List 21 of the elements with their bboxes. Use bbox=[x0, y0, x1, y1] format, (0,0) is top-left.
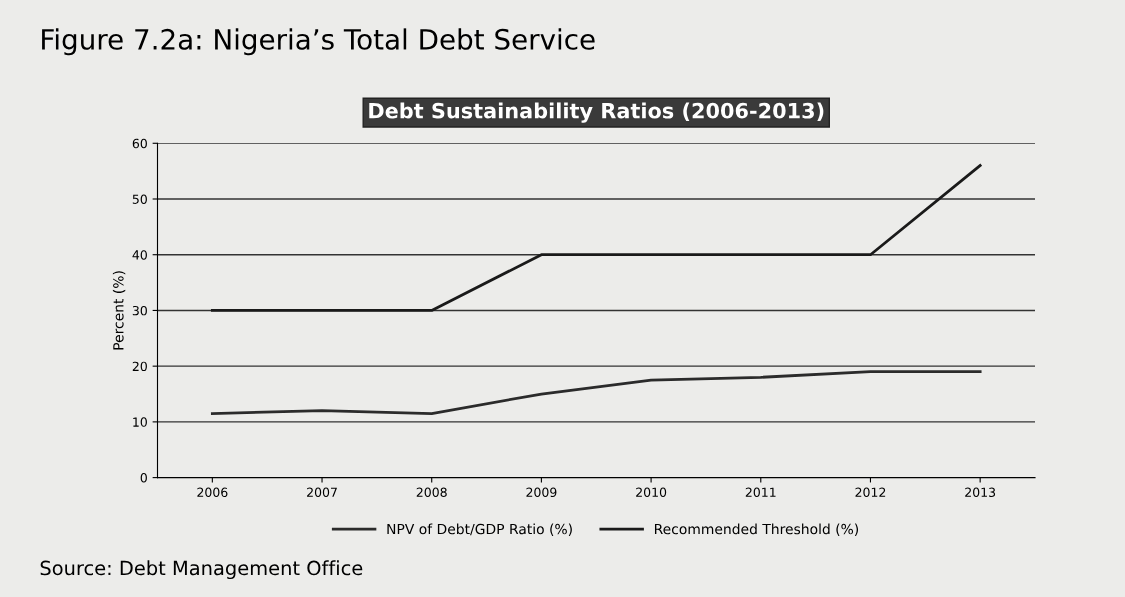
x-tick-label: 2010 bbox=[636, 487, 667, 497]
x-tick-label: 2009 bbox=[526, 487, 557, 497]
x-tick-label: 2013 bbox=[965, 487, 996, 497]
legend-label: NPV of Debt/GDP Ratio (%) bbox=[387, 523, 572, 536]
x-tick-label: 2011 bbox=[745, 487, 776, 497]
chart-title: Figure 7.2a: Nigeria’s Total Debt Service bbox=[42, 28, 595, 56]
legend-label: Recommended Threshold (%) bbox=[654, 523, 859, 536]
y-tick-label: 50 bbox=[132, 194, 147, 204]
y-tick-label: 30 bbox=[132, 305, 147, 316]
y-tick-label: 10 bbox=[133, 417, 147, 427]
x-tick-label: 2012 bbox=[855, 487, 886, 497]
x-tick-label: 2007 bbox=[307, 487, 337, 497]
y-tick-label: 60 bbox=[132, 138, 147, 149]
chart-subtitle: Debt Sustainability Ratios (2006-2013) bbox=[369, 102, 824, 123]
y-axis-title: Percent (%) bbox=[112, 271, 126, 350]
y-tick-label: 20 bbox=[132, 361, 147, 372]
x-tick-label: 2006 bbox=[197, 487, 228, 497]
source-note: Source: Debt Management Office bbox=[40, 560, 363, 580]
y-tick-label: 40 bbox=[132, 250, 147, 260]
y-tick-label: 0 bbox=[140, 473, 147, 483]
x-tick-label: 2008 bbox=[416, 487, 447, 497]
